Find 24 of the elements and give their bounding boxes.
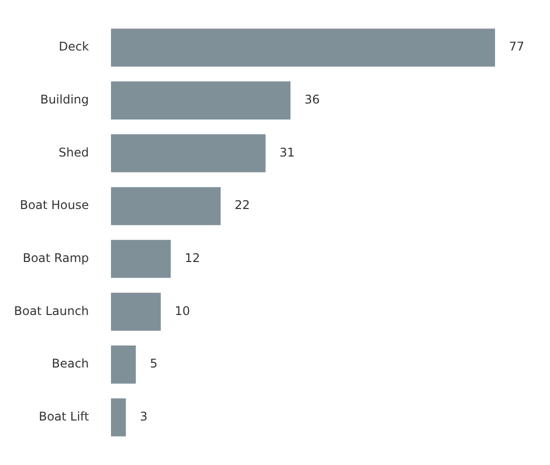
- y-tick-label: Boat Lift: [38, 410, 90, 424]
- y-tick-label: Building: [40, 92, 89, 107]
- y-tick-label: Boat Ramp: [22, 251, 89, 266]
- data-label: 10: [174, 304, 190, 318]
- y-tick-label: Boat Launch: [14, 304, 89, 318]
- bar: [110, 398, 126, 436]
- data-label: 31: [280, 145, 295, 160]
- y-tick-label: Boat House: [20, 198, 89, 212]
- data-label: 22: [234, 198, 250, 212]
- data-label: 5: [150, 356, 158, 371]
- bar: [110, 292, 161, 331]
- y-tick-label: Deck: [58, 40, 89, 54]
- bar: [110, 134, 266, 172]
- bar: [110, 28, 496, 67]
- data-label: 3: [140, 410, 148, 424]
- bar: [110, 81, 290, 120]
- bar: [110, 187, 221, 226]
- y-tick-label: Beach: [52, 356, 89, 371]
- bar: [110, 240, 171, 278]
- bar: [110, 346, 136, 384]
- data-label: 36: [304, 92, 320, 107]
- data-label: 77: [509, 40, 524, 54]
- data-label: 12: [184, 251, 200, 266]
- y-tick-label: Shed: [58, 145, 89, 160]
